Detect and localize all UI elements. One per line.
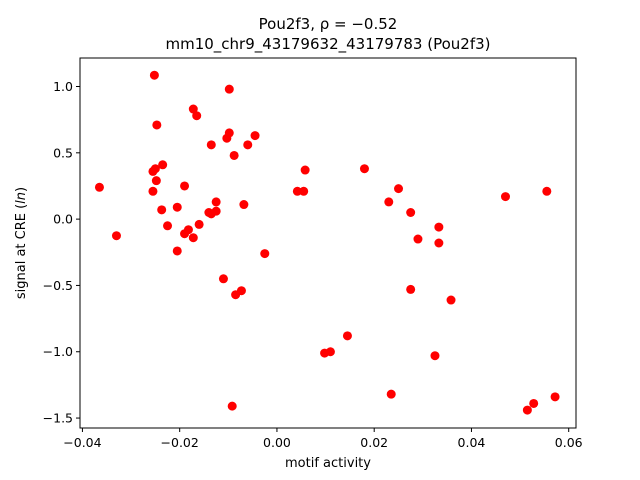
data-point [158,160,168,170]
chart-title-line1: Pou2f3, ρ = −0.52 [259,15,398,33]
y-tick-label: 0.0 [53,212,73,227]
y-tick-label: −1.5 [43,411,73,426]
data-point [260,249,270,259]
data-point [292,186,302,196]
data-point [386,389,396,399]
x-tick-label: 0.04 [458,435,486,450]
x-tick-label: 0.02 [360,435,388,450]
data-point [218,274,228,284]
x-tick-label: 0.06 [555,435,583,450]
chart-title-line2: mm10_chr9_43179632_43179783 (Pou2f3) [165,35,490,54]
data-point [224,128,234,138]
data-point [413,234,423,244]
y-axis-label: signal at CRE (ln) [14,187,29,299]
data-point [172,202,182,212]
data-point [211,206,221,216]
data-point [188,233,198,243]
data-point [406,208,416,217]
data-point [149,70,159,80]
data-point [406,284,416,294]
data-point [299,186,309,196]
data-point [542,186,552,196]
data-point [211,197,221,207]
data-points [94,70,560,415]
data-point [157,205,167,215]
data-point [183,225,193,235]
data-point [522,405,532,415]
data-point [163,221,173,231]
data-point [550,392,560,402]
data-point [384,197,394,207]
data-point [434,238,444,248]
data-point [529,398,539,408]
data-point [172,246,182,256]
y-tick-label: 1.0 [53,79,73,94]
y-tick-label: −1.0 [43,344,73,359]
data-point [227,401,237,411]
data-point [434,222,444,232]
data-point [111,231,121,241]
data-point [151,176,161,186]
data-point [236,286,246,296]
data-point [224,84,234,94]
data-point [148,186,158,196]
data-point [194,219,204,229]
data-point [229,150,239,160]
data-point [148,166,158,176]
data-point [430,351,440,361]
x-tick-label: −0.02 [161,435,199,450]
data-point [94,182,104,192]
y-axis-ticks: −1.5 −1.0 −0.5 0.0 0.5 1.0 [43,79,80,426]
x-axis-ticks: −0.04 −0.02 0.00 0.02 0.04 0.06 [63,428,583,450]
data-point [359,164,369,174]
data-point [152,120,162,130]
data-point [206,140,216,150]
data-point [325,347,335,357]
y-tick-label: −0.5 [43,278,73,293]
data-point [250,131,260,141]
data-point [342,331,352,341]
data-point [180,181,190,191]
data-point [192,111,202,121]
data-point [446,295,456,305]
data-point [243,140,253,150]
data-point [300,165,310,175]
data-point [188,104,198,114]
x-axis-label: motif activity [285,456,371,471]
data-point [239,200,249,210]
data-point [500,192,510,202]
x-tick-label: −0.04 [63,435,101,450]
y-tick-label: 0.5 [53,145,73,160]
plot-area-frame [79,57,577,429]
data-point [394,184,404,194]
x-tick-label: 0.00 [263,435,291,450]
